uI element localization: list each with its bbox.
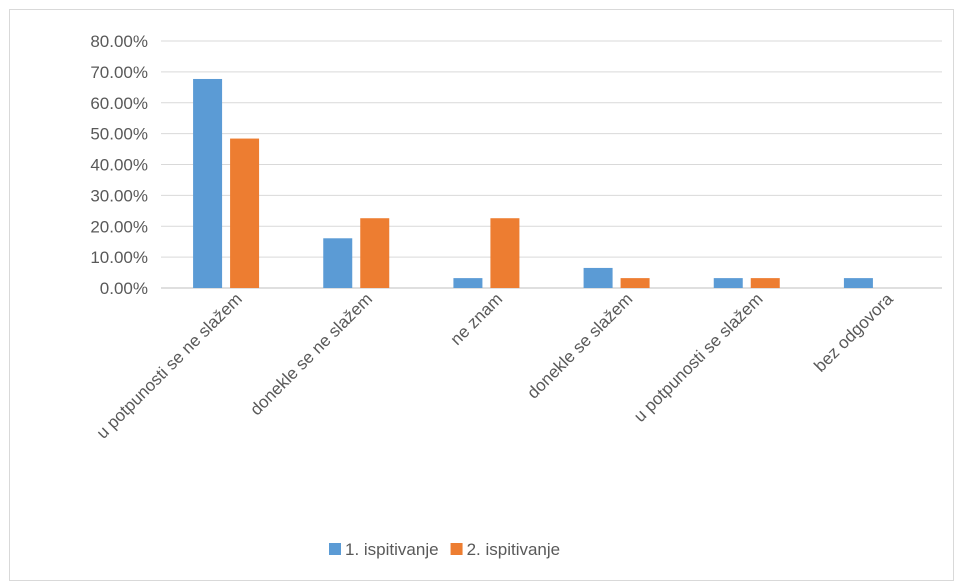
legend-swatch-1 [329, 543, 341, 555]
y-tick-label: 10.00% [90, 248, 148, 267]
bar-2-1 [230, 138, 260, 288]
bar-1-5 [713, 278, 743, 288]
legend-swatch-2 [450, 543, 463, 555]
bars [193, 78, 873, 288]
bar-1-1 [193, 78, 223, 288]
y-axis-ticks: 0.00% 10.00% 20.00% 30.00% 40.00% 50.00% 60.00… [90, 32, 148, 298]
bar-2-4 [620, 278, 650, 288]
x-category-label: donekle se ne slažem [246, 289, 376, 419]
legend-label-1: 1. ispitivanje [345, 540, 439, 559]
y-tick-label: 70.00% [90, 63, 148, 82]
x-category-label: ne znam [447, 289, 507, 349]
y-tick-label: 80.00% [90, 32, 148, 51]
x-category-label: u potpunosti se ne slažem [93, 289, 246, 442]
bar-2-3 [490, 218, 520, 288]
y-tick-label: 30.00% [90, 186, 148, 205]
gridlines [161, 40, 942, 289]
x-axis-labels: u potpunosti se ne slažem donekle se ne s… [93, 289, 897, 442]
x-category-label: u potpunosti se slažem [630, 289, 766, 425]
legend-label-2: 2. ispitivanje [467, 540, 561, 559]
x-category-label: donekle se slažem [523, 289, 636, 402]
y-tick-label: 50.00% [90, 125, 148, 144]
x-category-label: bez odgovora [810, 289, 897, 376]
bar-1-4 [583, 267, 613, 288]
y-tick-label: 40.00% [90, 156, 148, 175]
legend: 1. ispitivanje 2. ispitivanje [329, 540, 560, 559]
bar-2-5 [750, 278, 780, 288]
y-tick-label: 0.00% [100, 279, 148, 298]
chart-frame [9, 9, 954, 581]
bar-2-2 [360, 218, 390, 288]
bar-1-6 [843, 278, 873, 288]
bar-1-2 [323, 238, 353, 288]
y-tick-label: 20.00% [90, 217, 148, 236]
bar-1-3 [453, 278, 483, 288]
y-tick-label: 60.00% [90, 94, 148, 113]
